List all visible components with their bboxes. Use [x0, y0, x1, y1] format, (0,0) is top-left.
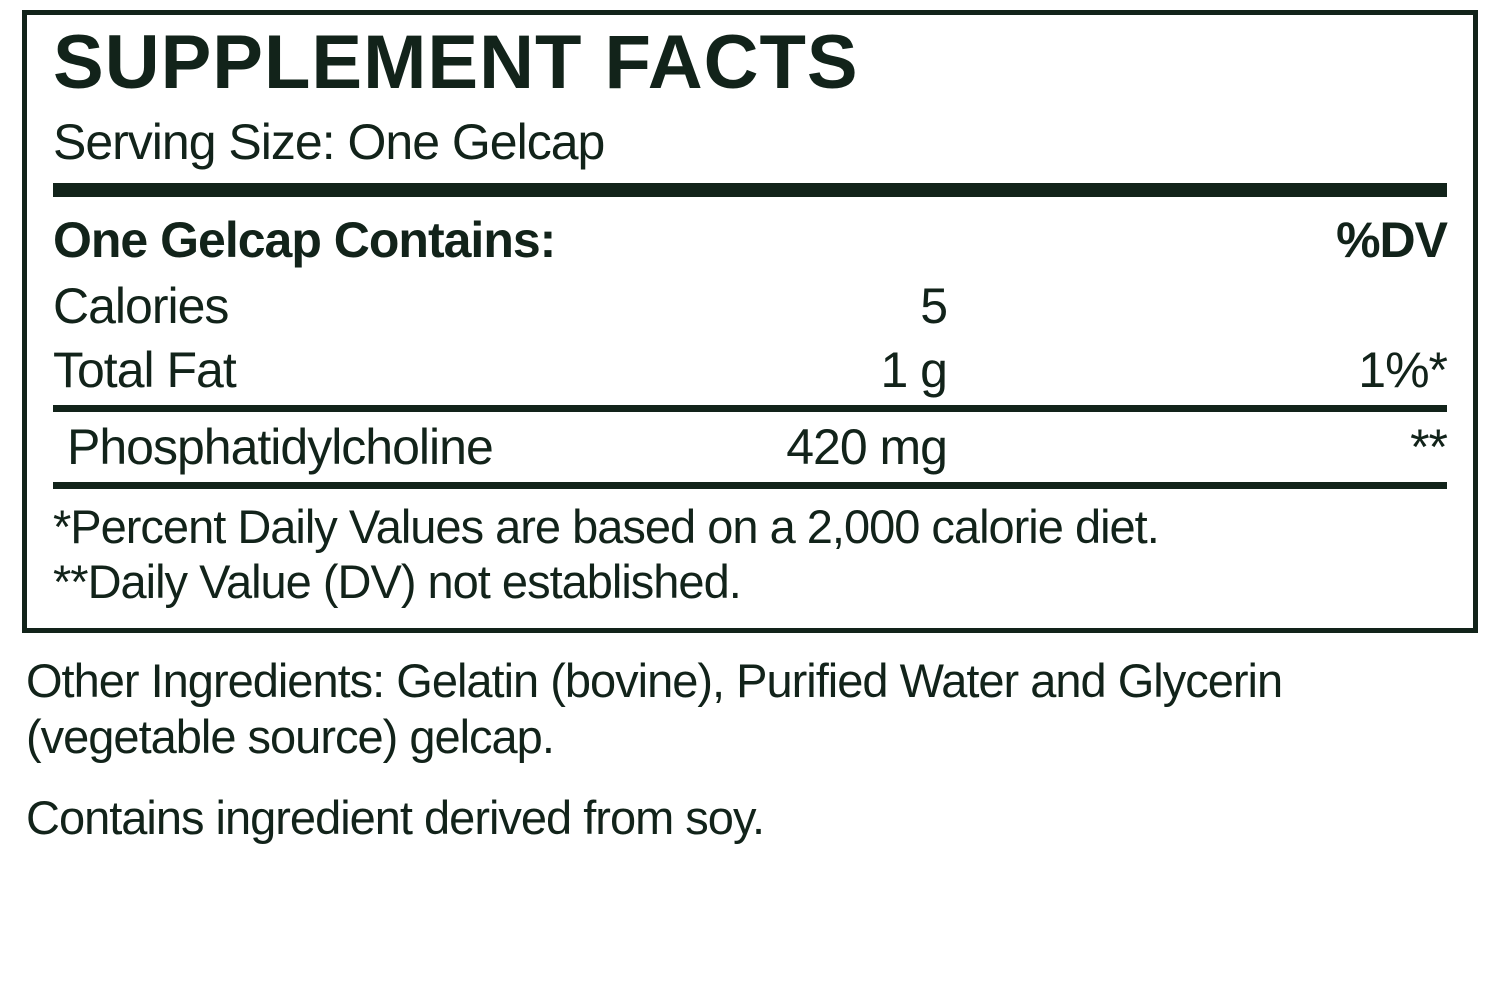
supplement-facts-panel: SUPPLEMENT FACTS Serving Size: One Gelca…	[22, 10, 1478, 633]
rule-top	[53, 183, 1447, 197]
nutrient-dv: **	[1267, 418, 1447, 476]
rule-bottom	[53, 482, 1447, 489]
rule-mid	[53, 405, 1447, 412]
contains-label: One Gelcap Contains:	[53, 211, 555, 269]
other-ingredients: Other Ingredients: Gelatin (bovine), Pur…	[26, 653, 1474, 766]
serving-size: Serving Size: One Gelcap	[53, 113, 1447, 171]
nutrient-amount: 5	[228, 277, 1267, 335]
nutrient-row: Total Fat 1 g 1%*	[53, 341, 1447, 399]
nutrient-amount: 420 mg	[493, 418, 1267, 476]
nutrient-name: Calories	[53, 277, 228, 335]
footnote-2: **Daily Value (DV) not established.	[53, 554, 1447, 609]
nutrient-name: Phosphatidylcholine	[53, 418, 493, 476]
allergen-statement: Contains ingredient derived from soy.	[26, 790, 1474, 846]
footnotes: *Percent Daily Values are based on a 2,0…	[53, 499, 1447, 610]
dv-header: %DV	[1336, 211, 1447, 269]
footnote-1: *Percent Daily Values are based on a 2,0…	[53, 499, 1447, 554]
nutrient-name: Total Fat	[53, 341, 236, 399]
serving-size-value: One Gelcap	[348, 114, 605, 170]
nutrient-dv: 1%*	[1267, 341, 1447, 399]
contains-header-row: One Gelcap Contains: %DV	[53, 211, 1447, 269]
serving-size-label: Serving Size:	[53, 114, 335, 170]
nutrient-amount: 1 g	[236, 341, 1267, 399]
nutrient-row: Calories 5	[53, 277, 1447, 335]
nutrient-row: Phosphatidylcholine 420 mg **	[53, 418, 1447, 476]
panel-title: SUPPLEMENT FACTS	[53, 25, 1447, 101]
below-panel-text: Other Ingredients: Gelatin (bovine), Pur…	[26, 653, 1474, 846]
nutrient-dv	[1267, 277, 1447, 335]
